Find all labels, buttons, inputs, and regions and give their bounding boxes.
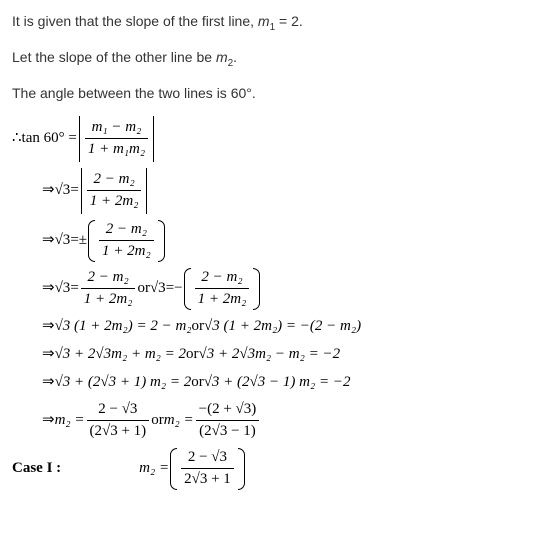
p3-text: The angle between the two lines is 60°.	[12, 85, 256, 101]
p2-text-a: Let the slope of the other line be	[12, 49, 216, 65]
or: or	[186, 345, 199, 365]
frac3-den: 1 + 2m₂	[99, 240, 154, 262]
sqrt3: √3	[55, 231, 71, 251]
frac-8a: 2 − √3 (2√3 + 1)	[87, 400, 150, 442]
frac-4a: 2 − m₂ 1 + 2m₂	[81, 268, 136, 310]
expr5b: √3 (1 + 2m₂) = −(2 − m₂)	[204, 317, 361, 337]
p2-text-b: .	[233, 49, 237, 65]
tan60: tan 60° =	[22, 129, 77, 149]
eq-line-6: ⇒ √3 + 2√3m₂ + m₂ = 2 or √3 + 2√3m₂ − m₂…	[12, 344, 525, 366]
paren-3: 2 − m₂ 1 + 2m₂	[88, 220, 165, 262]
eq-line-5: ⇒ √3 (1 + 2m₂) = 2 − m₂ or √3 (1 + 2m₂) …	[12, 316, 525, 338]
therefore: ∴	[12, 129, 22, 149]
frac-9: 2 − √3 2√3 + 1	[181, 448, 234, 490]
frac4a-num: 2 − m₂	[85, 268, 132, 289]
or: or	[191, 373, 204, 393]
eq: =	[70, 279, 78, 299]
frac3-num: 2 − m₂	[103, 220, 150, 241]
implies: ⇒	[42, 373, 55, 393]
eq-line-7: ⇒ √3 + (2√3 + 1) m₂ = 2 or √3 + (2√3 − 1…	[12, 372, 525, 394]
eq-line-4: ⇒ √3 = 2 − m₂ 1 + 2m₂ or √3 = − 2 − m₂ 1…	[12, 268, 525, 310]
sqrt3b: √3	[150, 279, 166, 299]
m2eq-c: m₂ =	[139, 459, 169, 479]
implies: ⇒	[42, 231, 55, 251]
implies: ⇒	[42, 317, 55, 337]
math-derivation: ∴ tan 60° = m₁ − m₂ 1 + m₁m₂ ⇒ √3 = 2 − …	[12, 116, 525, 490]
or: or	[192, 317, 205, 337]
frac8b-den: (2√3 − 1)	[196, 420, 259, 442]
var-m2: m	[216, 49, 228, 65]
neg: −	[174, 279, 182, 299]
frac8a-num: 2 − √3	[95, 400, 140, 421]
eq: =	[70, 231, 78, 251]
paren-9: 2 − √3 2√3 + 1	[170, 448, 245, 490]
m2eq-a: m₂ =	[55, 411, 85, 431]
expr7b: √3 + (2√3 − 1) m₂ = −2	[204, 373, 351, 393]
var-m: m	[258, 13, 270, 29]
eq-line-9: Case I : m₂ = 2 − √3 2√3 + 1	[12, 448, 525, 490]
abs-2: 2 − m₂ 1 + 2m₂	[81, 168, 148, 214]
pm: ±	[79, 231, 87, 251]
paren-4b: 2 − m₂ 1 + 2m₂	[184, 268, 261, 310]
eq-line-3: ⇒ √3 = ± 2 − m₂ 1 + 2m₂	[12, 220, 525, 262]
implies: ⇒	[42, 345, 55, 365]
frac2-den: 1 + 2m₂	[87, 190, 142, 212]
frac4b-num: 2 − m₂	[198, 268, 245, 289]
frac9-den: 2√3 + 1	[181, 468, 234, 490]
eq-line-2: ⇒ √3 = 2 − m₂ 1 + 2m₂	[12, 168, 525, 214]
or: or	[151, 411, 164, 431]
implies: ⇒	[42, 411, 55, 431]
frac4b-den: 1 + 2m₂	[195, 288, 250, 310]
expr6a: √3 + 2√3m₂ + m₂ = 2	[55, 345, 186, 365]
frac2-num: 2 − m₂	[91, 170, 138, 191]
frac4a-den: 1 + 2m₂	[81, 288, 136, 310]
frac8b-num: −(2 + √3)	[196, 400, 260, 421]
frac1-den: 1 + m₁m₂	[85, 138, 148, 160]
or: or	[137, 279, 150, 299]
eq: =	[166, 279, 174, 299]
frac8a-den: (2√3 + 1)	[87, 420, 150, 442]
sqrt3: √3	[55, 279, 71, 299]
eq-line-1: ∴ tan 60° = m₁ − m₂ 1 + m₁m₂	[12, 116, 525, 162]
frac9-num: 2 − √3	[185, 448, 230, 469]
frac-1: m₁ − m₂ 1 + m₁m₂	[85, 118, 148, 160]
paragraph-3: The angle between the two lines is 60°.	[12, 84, 525, 102]
implies: ⇒	[42, 279, 55, 299]
implies: ⇒	[42, 181, 55, 201]
abs-1: m₁ − m₂ 1 + m₁m₂	[79, 116, 154, 162]
m2eq-b: m₂ =	[164, 411, 194, 431]
frac1-num: m₁ − m₂	[89, 118, 145, 139]
frac-8b: −(2 + √3) (2√3 − 1)	[196, 400, 260, 442]
expr5a: √3 (1 + 2m₂) = 2 − m₂	[55, 317, 192, 337]
p1-text-a: It is given that the slope of the first …	[12, 13, 258, 29]
expr6b: √3 + 2√3m₂ − m₂ = −2	[199, 345, 341, 365]
frac-4b: 2 − m₂ 1 + 2m₂	[195, 268, 250, 310]
p1-text-b: = 2.	[275, 13, 303, 29]
frac-2: 2 − m₂ 1 + 2m₂	[87, 170, 142, 212]
expr7a: √3 + (2√3 + 1) m₂ = 2	[55, 373, 192, 393]
eq-line-8: ⇒ m₂ = 2 − √3 (2√3 + 1) or m₂ = −(2 + √3…	[12, 400, 525, 442]
sqrt3: √3	[55, 181, 71, 201]
paragraph-2: Let the slope of the other line be m2.	[12, 48, 525, 70]
eq: =	[70, 181, 78, 201]
case-1-label: Case I :	[12, 459, 61, 479]
frac-3: 2 − m₂ 1 + 2m₂	[99, 220, 154, 262]
paragraph-1: It is given that the slope of the first …	[12, 12, 525, 34]
